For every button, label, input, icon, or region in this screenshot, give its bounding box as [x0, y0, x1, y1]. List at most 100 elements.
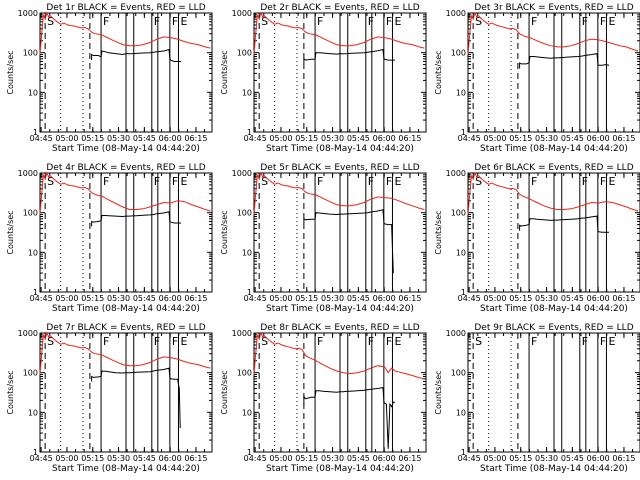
marker-label: F — [317, 175, 323, 188]
marker-label: S — [475, 175, 482, 188]
marker-label: F — [103, 335, 109, 348]
y-tick-label: 1000 — [446, 329, 466, 338]
x-tick-label: 05:30 — [535, 134, 558, 143]
events-series-line — [91, 367, 181, 429]
panel-3: Det 3r BLACK = Events, RED = LLD 1 10 100 10… — [434, 3, 640, 154]
panel-2: Det 2r BLACK = Events, RED = LLD 1 10 100 10… — [220, 3, 427, 154]
x-tick-label: 06:00 — [587, 134, 610, 143]
marker-label: F — [582, 15, 588, 28]
y-axis-label: Counts/sec — [6, 370, 15, 414]
marker-label: S — [47, 175, 54, 188]
x-tick-label: 04:45 — [30, 134, 53, 143]
y-tick-label: 1 — [247, 448, 252, 457]
marker-label: F — [172, 175, 178, 188]
lld-series-line — [39, 11, 211, 55]
y-tick-label: 100 — [237, 369, 252, 378]
x-tick-label: 05:15 — [81, 294, 104, 303]
x-axis-label: Start Time (08-May-14 04:44:20) — [480, 144, 628, 154]
x-axis-label: Start Time (08-May-14 04:44:20) — [52, 304, 200, 314]
x-tick-label: 05:00 — [55, 294, 78, 303]
x-tick-label: 06:00 — [373, 134, 396, 143]
x-tick-label: 06:15 — [612, 294, 635, 303]
x-axis-label: Start Time (08-May-14 04:44:20) — [52, 464, 200, 474]
x-tick-label: 05:00 — [269, 454, 292, 463]
marker-label: F — [386, 175, 392, 188]
y-tick-label: 10 — [28, 88, 38, 97]
y-tick-label: 1 — [33, 448, 38, 457]
marker-label: F — [172, 335, 178, 348]
x-tick-label: 05:30 — [107, 294, 130, 303]
y-tick-label: 100 — [237, 209, 252, 218]
panel-title: Det 9r BLACK = Events, RED = LLD — [474, 323, 633, 333]
x-tick-label: 05:45 — [133, 454, 156, 463]
panel-1: Det 1r BLACK = Events, RED = LLD 1 10 100 10… — [6, 3, 213, 154]
y-tick-label: 1000 — [446, 169, 466, 178]
y-tick-label: 100 — [23, 49, 38, 58]
y-axis-label: Counts/sec — [434, 370, 443, 414]
x-tick-label: 05:45 — [561, 294, 584, 303]
y-axis-label: Counts/sec — [434, 210, 443, 254]
marker-label: E — [180, 175, 187, 188]
marker-label: F — [154, 335, 160, 348]
x-tick-label: 05:15 — [295, 294, 318, 303]
y-tick-label: 1 — [247, 288, 252, 297]
marker-label: E — [394, 15, 401, 28]
lld-series-line — [467, 171, 639, 215]
panel-title: Det 7r BLACK = Events, RED = LLD — [46, 323, 205, 333]
panel-5: Det 5r BLACK = Events, RED = LLD 1 10 100 10… — [220, 163, 427, 314]
events-series-line — [303, 48, 395, 63]
y-axis-label: Counts/sec — [6, 210, 15, 254]
marker-label: F — [386, 335, 392, 348]
x-tick-label: 05:15 — [81, 134, 104, 143]
x-tick-label: 05:30 — [535, 454, 558, 463]
y-tick-label: 10 — [242, 88, 252, 97]
y-tick-label: 100 — [451, 369, 466, 378]
y-tick-label: 10 — [456, 88, 466, 97]
events-series-line — [91, 48, 181, 62]
y-tick-label: 1000 — [232, 169, 252, 178]
marker-label: E — [608, 15, 615, 28]
lld-series-line — [253, 11, 425, 55]
y-tick-label: 10 — [28, 248, 38, 257]
y-tick-label: 1000 — [18, 169, 38, 178]
y-axis-label: Counts/sec — [434, 50, 443, 94]
y-tick-label: 10 — [242, 248, 252, 257]
events-series-line — [519, 53, 610, 69]
x-tick-label: 05:30 — [107, 454, 130, 463]
x-tick-label: 05:00 — [483, 134, 506, 143]
x-tick-label: 05:30 — [321, 294, 344, 303]
x-tick-label: 04:45 — [458, 294, 481, 303]
x-tick-label: 05:15 — [509, 294, 532, 303]
y-tick-label: 1 — [461, 448, 466, 457]
y-tick-label: 10 — [456, 408, 466, 417]
y-tick-label: 1000 — [18, 9, 38, 18]
marker-label: F — [600, 15, 606, 28]
lld-series-line — [39, 331, 211, 375]
panel-4: Det 4r BLACK = Events, RED = LLD 1 10 100 10… — [6, 163, 213, 314]
x-tick-label: 04:45 — [458, 134, 481, 143]
x-tick-label: 05:00 — [55, 454, 78, 463]
x-tick-label: 06:00 — [159, 454, 182, 463]
x-tick-label: 06:00 — [587, 454, 610, 463]
panel-9: Det 9r BLACK = Events, RED = LLD 1 10 100 10… — [434, 323, 640, 474]
y-axis-label: Counts/sec — [220, 210, 229, 254]
x-tick-label: 05:00 — [269, 134, 292, 143]
y-tick-label: 1000 — [232, 329, 252, 338]
y-axis-label: Counts/sec — [220, 50, 229, 94]
y-tick-label: 1 — [247, 128, 252, 137]
x-tick-label: 05:00 — [483, 294, 506, 303]
x-axis-label: Start Time (08-May-14 04:44:20) — [480, 304, 628, 314]
x-tick-label: 05:15 — [509, 134, 532, 143]
y-tick-label: 100 — [23, 369, 38, 378]
marker-label: F — [582, 175, 588, 188]
x-tick-label: 05:30 — [321, 134, 344, 143]
marker-label: S — [261, 335, 268, 348]
x-tick-label: 05:15 — [509, 454, 532, 463]
marker-label: F — [600, 335, 606, 348]
y-tick-label: 100 — [237, 49, 252, 58]
x-tick-label: 06:00 — [373, 454, 396, 463]
lld-series-line — [253, 171, 425, 215]
x-tick-label: 06:15 — [184, 134, 207, 143]
x-tick-label: 04:45 — [30, 454, 53, 463]
marker-label: E — [394, 335, 401, 348]
